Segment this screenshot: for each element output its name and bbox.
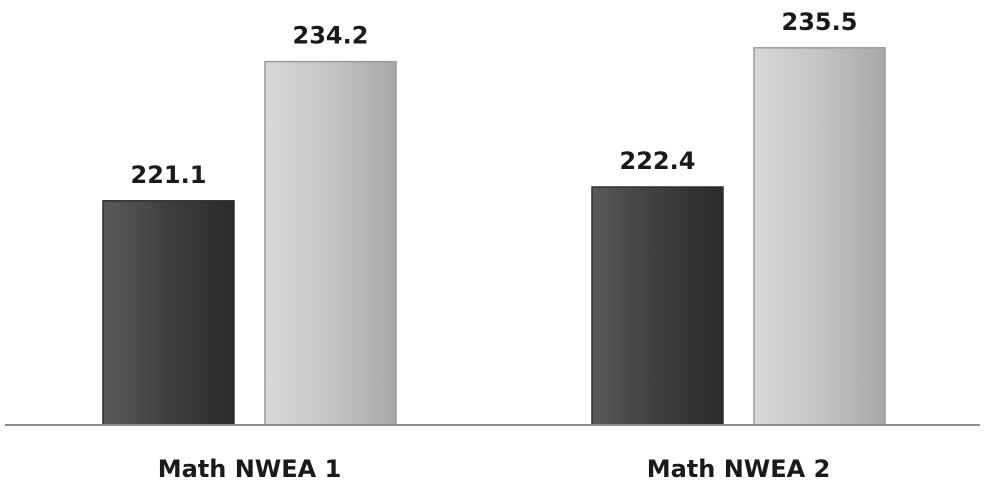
bar-1-1 (102, 200, 235, 426)
category-label-1: Math NWEA 1 (158, 455, 342, 483)
data-labels-layer: 221.1 234.2 222.4 235.5 (131, 8, 858, 189)
data-label-2-2: 235.5 (782, 8, 858, 36)
data-label-1-2: 234.2 (293, 22, 369, 50)
bar-1-2 (264, 60, 397, 426)
data-label-1-1: 221.1 (131, 161, 207, 189)
category-labels-layer: Math NWEA 1 Math NWEA 2 (158, 455, 831, 483)
data-label-2-1: 222.4 (620, 147, 696, 175)
bar-2-1 (591, 186, 724, 426)
category-label-2: Math NWEA 2 (647, 455, 831, 483)
bars-layer (102, 47, 886, 426)
bar-2-2 (753, 47, 886, 426)
